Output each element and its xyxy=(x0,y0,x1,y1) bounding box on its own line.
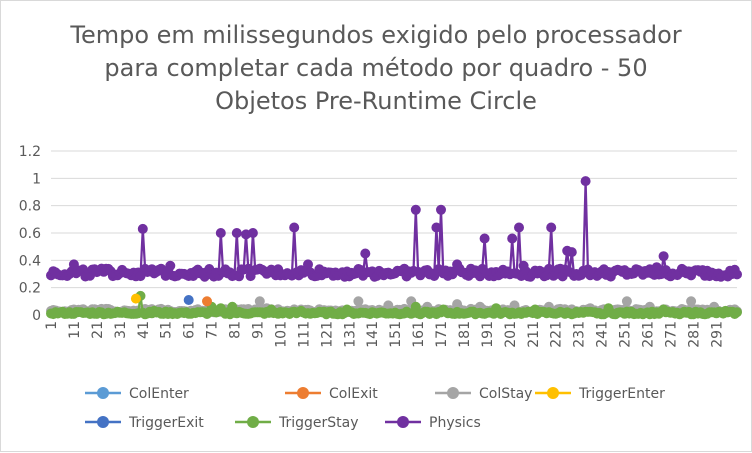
legend-swatch-marker xyxy=(97,416,109,428)
data-point xyxy=(566,247,577,258)
data-point xyxy=(137,223,148,234)
data-point xyxy=(247,228,258,238)
x-tick-label: 21 xyxy=(90,321,106,339)
x-tick-label: 91 xyxy=(250,321,266,339)
data-point xyxy=(732,269,742,280)
x-tick-label: 221 xyxy=(549,321,565,348)
data-point xyxy=(202,296,212,307)
y-tick-label: 0.8 xyxy=(19,199,41,215)
y-tick-label: 1 xyxy=(32,171,41,187)
x-tick-label: 231 xyxy=(572,321,588,348)
x-tick-label: 161 xyxy=(411,321,427,348)
data-point xyxy=(546,222,557,233)
y-tick-label: 1.2 xyxy=(19,144,41,160)
data-point xyxy=(431,222,442,233)
data-point xyxy=(507,233,518,244)
legend-item: ColEnter xyxy=(85,386,189,402)
legend-label: TriggerStay xyxy=(278,415,359,431)
data-point xyxy=(658,251,669,262)
x-tick-label: 1 xyxy=(44,321,60,330)
data-point xyxy=(289,222,300,233)
legend-item: ColExit xyxy=(285,386,378,402)
x-tick-label: 111 xyxy=(296,321,312,348)
legend-swatch-marker xyxy=(447,387,459,399)
legend-swatch-marker xyxy=(397,416,409,428)
x-tick-label: 291 xyxy=(709,321,725,348)
legend-item: TriggerStay xyxy=(235,415,359,431)
series-line xyxy=(50,179,739,278)
x-tick-label: 11 xyxy=(67,321,83,339)
x-tick-label: 41 xyxy=(136,321,152,339)
legend-label: TriggerExit xyxy=(128,415,204,431)
x-tick-label: 51 xyxy=(159,321,175,339)
x-tick-label: 131 xyxy=(342,321,358,348)
legend-swatch-marker xyxy=(247,416,259,428)
y-tick-label: 0.4 xyxy=(19,253,41,269)
data-point xyxy=(215,228,226,238)
x-tick-label: 151 xyxy=(388,321,404,348)
data-point xyxy=(130,293,141,304)
legend-swatch-marker xyxy=(297,387,309,399)
data-point xyxy=(165,260,176,271)
legend: ColEnter ColExit ColStay TriggerEnter Trigge… xyxy=(85,386,665,431)
series-triggerenter xyxy=(130,293,141,304)
legend-item: TriggerExit xyxy=(85,415,204,431)
data-point xyxy=(183,295,194,305)
x-tick-label: 31 xyxy=(113,321,129,339)
legend-label: TriggerEnter xyxy=(578,386,665,402)
x-tick-label: 141 xyxy=(365,321,381,348)
x-tick-label: 171 xyxy=(434,321,450,348)
data-point xyxy=(686,296,697,307)
x-tick-label: 101 xyxy=(273,321,289,348)
data-point xyxy=(621,296,632,307)
series-triggerexit xyxy=(183,295,194,305)
x-tick-label: 271 xyxy=(663,321,679,348)
data-point xyxy=(580,176,591,187)
legend-label: ColExit xyxy=(329,386,378,402)
legend-label: ColStay xyxy=(479,386,532,402)
data-point xyxy=(436,204,446,215)
legend-label: ColEnter xyxy=(129,386,189,402)
series-physics xyxy=(46,176,742,282)
data-point xyxy=(353,296,364,307)
x-tick-label: 81 xyxy=(228,321,244,339)
y-tick-label: 0.6 xyxy=(19,226,41,242)
x-tick-label: 181 xyxy=(457,321,473,348)
legend-item: Physics xyxy=(385,415,481,431)
legend-item: TriggerEnter xyxy=(535,386,665,402)
legend-item: ColStay xyxy=(435,386,532,402)
x-tick-label: 121 xyxy=(319,321,335,348)
legend-swatch-marker xyxy=(547,387,559,399)
series-triggerstay xyxy=(46,290,742,320)
x-tick-label: 281 xyxy=(686,321,702,348)
x-tick-label: 261 xyxy=(641,321,657,348)
data-point xyxy=(479,233,490,244)
data-point xyxy=(360,248,371,259)
data-point xyxy=(732,307,742,318)
legend-swatch-marker xyxy=(97,387,109,399)
data-point xyxy=(429,271,440,281)
x-tick-label: 211 xyxy=(526,321,542,348)
legend-label: Physics xyxy=(429,415,481,431)
x-tick-label: 191 xyxy=(480,321,496,348)
x-tick-label: 241 xyxy=(595,321,611,348)
data-point xyxy=(410,204,421,215)
data-point xyxy=(231,228,242,238)
x-tick-label: 61 xyxy=(182,321,198,339)
chart-title: Tempo em milissegundos exigido pelo proc… xyxy=(70,21,682,115)
data-point xyxy=(514,222,524,233)
series-colexit xyxy=(202,296,212,307)
y-tick-label: 0 xyxy=(32,308,41,324)
y-tick-label: 0.2 xyxy=(19,281,41,297)
x-tick-label: 251 xyxy=(618,321,634,348)
x-tick-label: 71 xyxy=(205,321,221,339)
x-tick-label: 201 xyxy=(503,321,519,348)
